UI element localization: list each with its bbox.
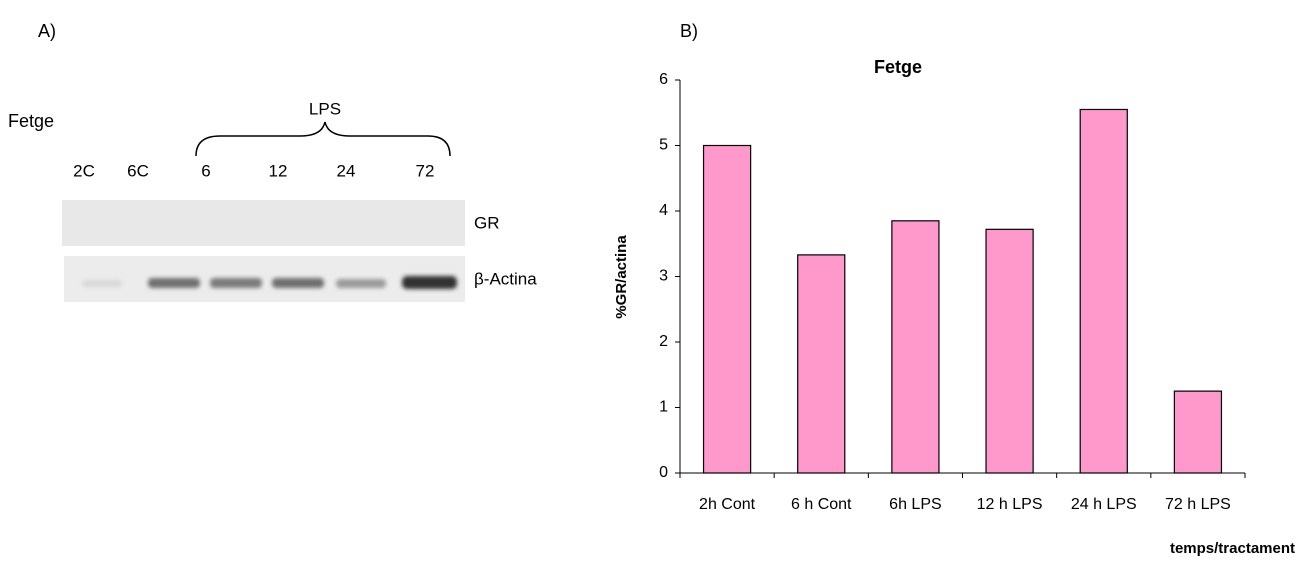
bar xyxy=(892,221,939,473)
x-tick-label: 12 h LPS xyxy=(977,496,1043,513)
lane-label: 6 xyxy=(201,161,210,180)
lane-label: 24 xyxy=(337,161,356,180)
figure: A) Fetge LPS 2C 6C 6 12 24 72 GR β-Actin… xyxy=(0,0,1301,561)
tissue-label: Fetge xyxy=(8,111,54,131)
row-label: β-Actina xyxy=(474,269,537,288)
x-tick-label: 2h Cont xyxy=(699,496,756,513)
bar xyxy=(986,229,1033,473)
y-axis-label: %GR/actina xyxy=(613,235,630,319)
y-tick-label: 6 xyxy=(659,71,668,88)
x-tick-label: 6h LPS xyxy=(889,496,941,513)
x-tick-label: 72 h LPS xyxy=(1165,496,1231,513)
x-axis-label: temps/tractament xyxy=(1170,540,1295,557)
lane-label: 6C xyxy=(127,161,149,180)
lane-label: 2C xyxy=(73,161,95,180)
treatment-label: LPS xyxy=(309,99,341,118)
x-tick-label: 6 h Cont xyxy=(791,496,852,513)
panel-label: A) xyxy=(38,21,56,41)
y-tick-label: 3 xyxy=(659,268,668,285)
panel-label: B) xyxy=(680,21,698,41)
row-label: GR xyxy=(474,213,500,232)
bar xyxy=(798,255,845,473)
bar xyxy=(704,146,751,474)
y-tick-label: 1 xyxy=(659,399,668,416)
gel-gr xyxy=(62,200,465,246)
bar xyxy=(1080,109,1127,473)
brace xyxy=(196,122,450,156)
panel-a: A) Fetge LPS 2C 6C 6 12 24 72 GR β-Actin… xyxy=(8,21,537,302)
y-tick-label: 0 xyxy=(659,464,668,481)
chart-title: Fetge xyxy=(874,57,922,77)
lane-label: 72 xyxy=(416,161,435,180)
bar xyxy=(1174,391,1221,473)
y-tick-label: 2 xyxy=(659,333,668,350)
y-tick-label: 4 xyxy=(659,202,668,219)
lane-label: 12 xyxy=(269,161,288,180)
x-tick-label: 24 h LPS xyxy=(1071,496,1137,513)
y-tick-label: 5 xyxy=(659,137,668,154)
